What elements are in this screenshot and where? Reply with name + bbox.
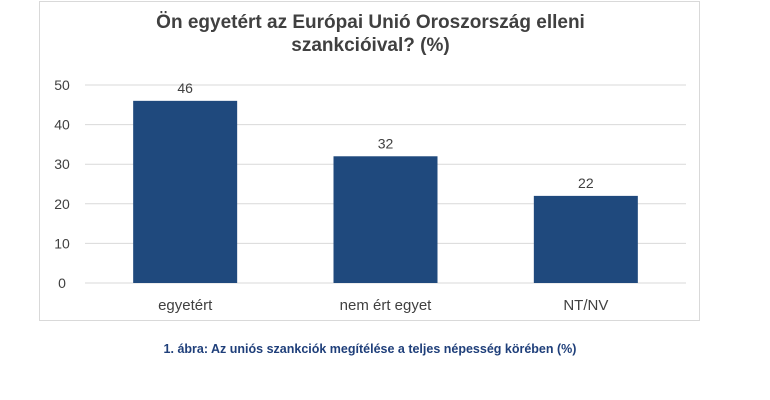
y-tick-label: 30	[54, 156, 70, 172]
chart-title: Ön egyetért az Európai Unió Oroszország …	[156, 12, 585, 56]
y-tick-label: 50	[54, 77, 70, 93]
figure-caption: 1. ábra: Az uniós szankciók megítélése a…	[163, 342, 577, 356]
bar	[533, 195, 638, 283]
data-label: 32	[378, 135, 394, 151]
bar	[333, 156, 438, 283]
y-tick-label: 20	[54, 196, 70, 212]
chart-frame: Ön egyetért az Európai Unió Oroszország …	[39, 1, 700, 321]
x-tick-label: egyetért	[158, 297, 213, 314]
x-tick-label: nem ért egyet	[340, 297, 433, 314]
y-tick-label: 0	[58, 275, 66, 291]
bar-chart: 0 10 20 30 40 50 46 egyetért 32 nem ért egyet 22 NT…	[54, 77, 686, 314]
x-tick-label: NT/NV	[563, 297, 608, 314]
y-tick-label: 10	[54, 235, 70, 251]
y-tick-label: 40	[54, 117, 70, 133]
data-label: 22	[578, 175, 594, 191]
bar	[133, 100, 238, 283]
data-label: 46	[177, 80, 193, 96]
